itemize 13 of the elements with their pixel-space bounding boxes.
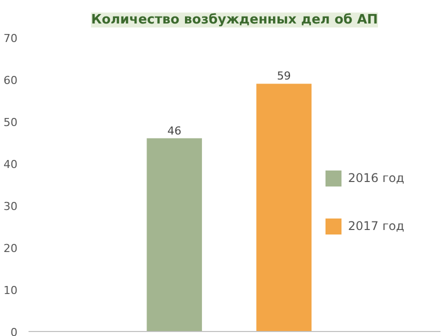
- y-tick-label: 60: [4, 74, 18, 87]
- legend-label: 2017 год: [348, 219, 404, 233]
- y-tick-label: 50: [4, 116, 18, 129]
- chart-title: Количество возбужденных дел об АП: [91, 12, 378, 28]
- legend-label: 2016 год: [348, 171, 404, 185]
- y-tick-label: 0: [10, 326, 18, 336]
- y-tick-label: 10: [4, 284, 18, 297]
- data-label: 59: [276, 70, 291, 83]
- y-tick-label: 30: [4, 200, 18, 213]
- y-tick-label: 20: [4, 242, 18, 255]
- y-tick-label: 40: [4, 158, 18, 171]
- y-tick-label: 70: [4, 32, 18, 45]
- data-label: 46: [167, 124, 182, 138]
